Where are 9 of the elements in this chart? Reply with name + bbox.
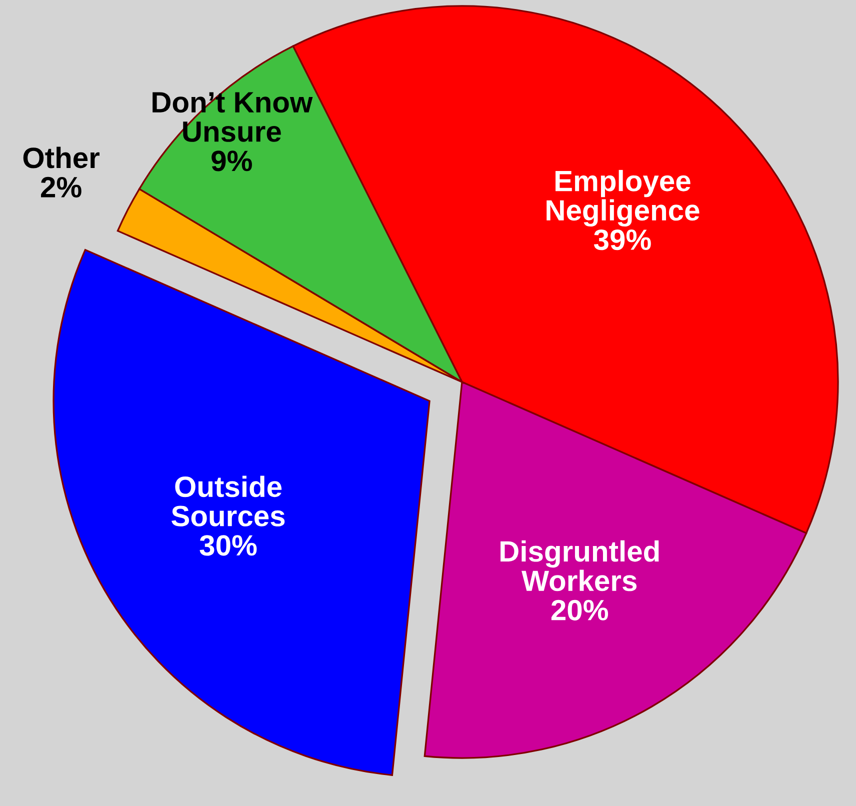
data-label: 2% <box>40 176 82 198</box>
slice-label: Other <box>23 146 100 168</box>
data-label: 39% <box>594 229 651 250</box>
data-label: 20% <box>551 600 608 620</box>
slice-label: Outside Sources <box>172 476 285 526</box>
slice-label: Disgruntled Workers <box>500 540 659 592</box>
data-label: 9% <box>212 150 252 172</box>
slice-label: Employee Negligence <box>546 170 700 227</box>
data-label: 30% <box>200 535 257 556</box>
